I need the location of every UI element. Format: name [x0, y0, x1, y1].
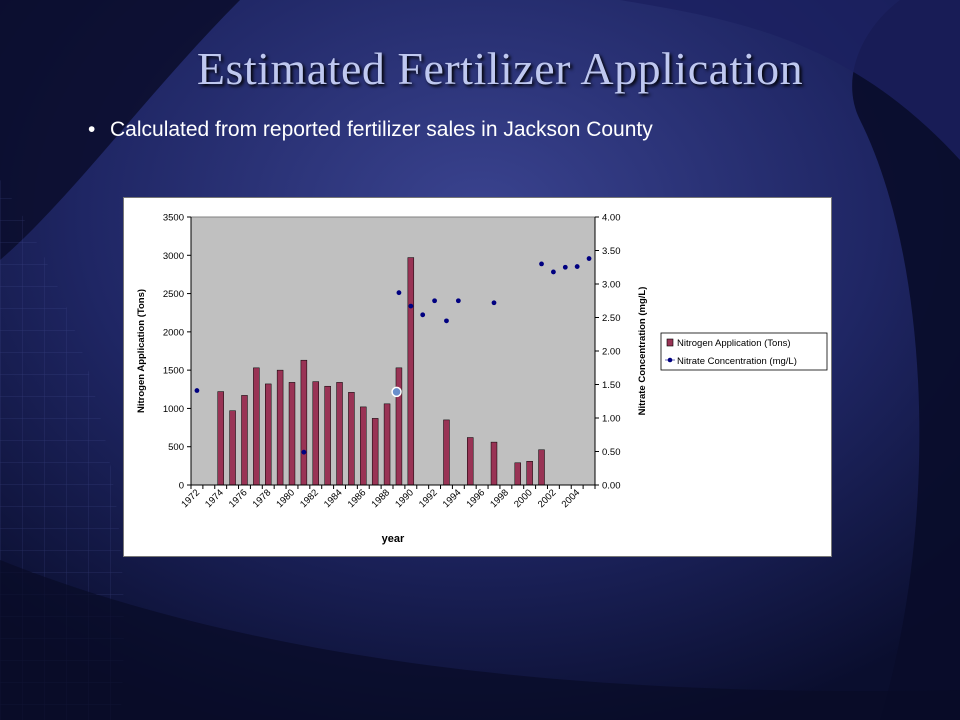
- y-axis-title: Nitrogen Application (Tons): [136, 289, 147, 413]
- y-tick-label: 3500: [163, 213, 184, 224]
- legend: Nitrogen Application (Tons) Nitrate Conc…: [660, 332, 828, 371]
- y-tick-label: 2000: [163, 327, 184, 338]
- bar-1980: [288, 382, 296, 486]
- y2-axis-title: Nitrate Concentration (mg/L): [637, 287, 648, 416]
- point-1997: [491, 300, 497, 306]
- y2-tick-label: 1.00: [602, 414, 621, 425]
- bullet-dot-icon: •: [88, 118, 96, 141]
- point-2003: [562, 264, 568, 270]
- bullet-item: • Calculated from reported fertilizer sal…: [88, 118, 653, 142]
- bar-1982: [312, 381, 319, 486]
- bar-1993: [443, 419, 450, 486]
- x-tick-label: 1990: [393, 487, 416, 510]
- point-1992: [432, 298, 437, 304]
- bar-1987: [371, 418, 379, 486]
- y-tick-label: 500: [168, 442, 184, 453]
- y2-tick-label: 3.00: [602, 280, 621, 291]
- x-tick-label: 2004: [560, 487, 583, 510]
- bar-1995: [467, 437, 474, 486]
- bar-1983: [324, 385, 331, 486]
- x-tick-label: 2002: [536, 487, 559, 510]
- bar-1999: [514, 462, 521, 486]
- bar-1986: [360, 406, 367, 486]
- bar-1997: [490, 441, 498, 486]
- bar-1988: [383, 403, 391, 486]
- x-tick-label: 1984: [322, 487, 345, 510]
- point-2002: [551, 269, 556, 275]
- x-tick-label: 1986: [346, 487, 369, 510]
- bar-1990: [407, 257, 415, 486]
- bar-1979: [276, 369, 284, 486]
- legend-box: [660, 332, 828, 371]
- legend-label-nitrogen: Nitrogen Application (Tons): [677, 338, 791, 349]
- point-1993: [444, 318, 449, 324]
- x-tick-label: 1996: [465, 487, 488, 510]
- bar-1989: [395, 367, 403, 486]
- x-tick-label: 1974: [203, 487, 226, 510]
- y2-tick-label: 1.50: [602, 380, 621, 391]
- x-tick-label: 1980: [274, 487, 297, 510]
- y2-tick-label: 0.50: [602, 447, 621, 458]
- point-2005: [586, 256, 592, 261]
- bar-1985: [348, 392, 355, 486]
- bar-1981: [300, 359, 308, 486]
- slide-title: Estimated Fertilizer Application: [196, 43, 804, 94]
- bar-1978: [265, 383, 272, 486]
- bar-1976: [241, 395, 248, 486]
- y-tick-label: 3000: [163, 251, 184, 262]
- point-1990: [408, 303, 414, 309]
- legend-swatch-point: [667, 357, 673, 363]
- point-1994: [455, 298, 461, 304]
- x-axis-title: year: [382, 533, 405, 545]
- x-tick-label: 2000: [512, 487, 535, 510]
- point-1989: [396, 290, 402, 296]
- bar-1977: [253, 367, 260, 486]
- point-highlighted: [391, 386, 402, 398]
- x-tick-label: 1988: [369, 487, 392, 510]
- bar-1975: [229, 410, 236, 486]
- x-tick-label: 1978: [251, 487, 274, 510]
- point-1972: [194, 388, 200, 393]
- legend-label-nitrate: Nitrate Concentration (mg/L): [677, 356, 797, 367]
- y-tick-label: 0: [179, 481, 184, 492]
- chart-container: 0 500 1000 1500 2000 2500 3000 3500 0.00 0.50 1.0…: [123, 197, 832, 557]
- y2-tick-label: 0.00: [602, 481, 621, 492]
- plot-area: [190, 216, 596, 486]
- point-2001: [539, 261, 544, 267]
- legend-swatch-bar: [666, 338, 674, 347]
- y2-tick-label: 4.00: [602, 213, 621, 224]
- y2-tick-label: 3.50: [602, 246, 621, 257]
- bar-1984: [336, 382, 343, 486]
- x-tick-label: 1982: [298, 487, 321, 510]
- x-tick-label: 1992: [417, 487, 440, 510]
- x-tick-label: 1994: [441, 487, 464, 510]
- y2-tick-label: 2.50: [602, 313, 621, 324]
- bar-2001: [538, 449, 545, 486]
- point-1991: [420, 312, 426, 318]
- bar-1974: [217, 391, 224, 486]
- point-2004: [574, 264, 580, 269]
- point-1981: [301, 449, 307, 455]
- bar-2000: [526, 461, 533, 486]
- y-tick-label: 2500: [163, 289, 184, 300]
- bullet-text: Calculated from reported fertilizer sale…: [110, 118, 653, 141]
- chart: 0 500 1000 1500 2000 2500 3000 3500 0.00 0.50 1.0…: [136, 213, 828, 545]
- x-tick-label: 1998: [488, 487, 511, 510]
- y-tick-label: 1000: [163, 404, 184, 415]
- y2-tick-label: 2.00: [602, 347, 621, 358]
- x-tick-label: 1976: [227, 487, 250, 510]
- y-tick-label: 1500: [163, 366, 184, 377]
